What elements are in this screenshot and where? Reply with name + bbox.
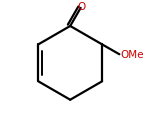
Text: O: O xyxy=(78,2,86,12)
Text: OMe: OMe xyxy=(120,50,143,60)
